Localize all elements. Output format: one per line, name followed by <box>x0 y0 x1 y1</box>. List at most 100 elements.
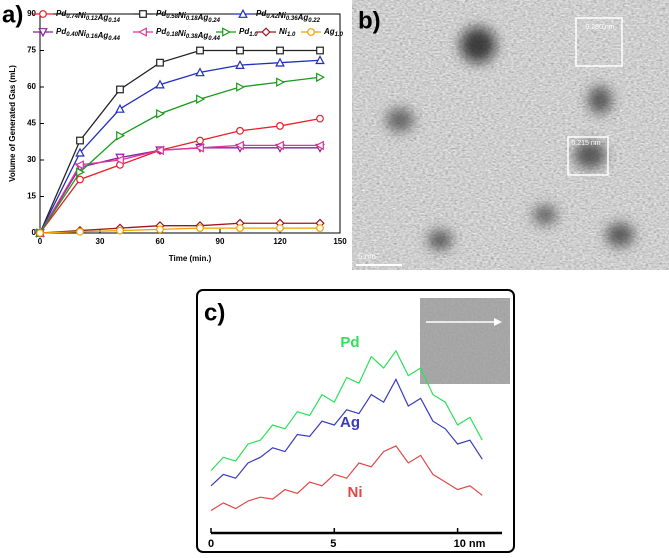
series-line <box>39 222 320 234</box>
spacing-box <box>575 17 623 67</box>
data-point <box>76 227 84 236</box>
data-point <box>75 147 85 157</box>
spacing-label: 0.280 nm <box>585 24 614 31</box>
x-tick-label: 60 <box>156 237 165 246</box>
data-point <box>316 72 326 83</box>
x-tick-label: 90 <box>216 237 225 246</box>
data-point <box>196 136 204 145</box>
data-point <box>76 175 84 184</box>
x-tick-label: 0 <box>38 237 43 246</box>
data-point <box>196 224 204 233</box>
series-label: Ni <box>348 484 363 501</box>
legend-label: Pd0.18Ni0.38Ag0.44 <box>156 27 221 41</box>
data-point <box>276 122 284 130</box>
data-point <box>314 140 324 151</box>
data-point <box>115 103 125 113</box>
series-line <box>210 378 483 487</box>
legend-label: Pd0.58Ni0.18Ag0.24 <box>156 9 221 23</box>
x-tick-label: 5 <box>330 538 336 550</box>
panel-label: b) <box>358 7 381 34</box>
series-line <box>39 76 321 234</box>
x-axis-title: Time (min.) <box>169 254 212 263</box>
scan-arrow-head <box>494 318 502 326</box>
legend-marker <box>307 28 315 36</box>
data-point <box>196 94 206 104</box>
inset-image-tint <box>420 298 510 384</box>
series-line <box>39 117 321 234</box>
data-point <box>316 114 324 123</box>
legend-label: Pd0.74Ni0.12Ag0.14 <box>56 9 121 23</box>
data-point <box>156 108 166 119</box>
data-point <box>234 140 244 151</box>
scale-bar-label: 5 nm <box>358 252 376 261</box>
x-tick-label: 120 <box>273 237 287 246</box>
data-point <box>116 226 124 235</box>
series-line <box>39 49 320 234</box>
legend-marker <box>238 8 248 18</box>
series-label: Ag <box>340 414 360 431</box>
series-line <box>210 445 483 512</box>
x-tick-label: 30 <box>96 237 105 246</box>
data-point <box>236 46 244 55</box>
data-point <box>236 82 246 92</box>
data-point <box>154 145 164 156</box>
data-point <box>156 225 164 234</box>
legend-marker <box>38 28 48 38</box>
series-line <box>39 147 320 234</box>
data-point <box>236 224 244 233</box>
y-tick-label: 45 <box>27 119 36 128</box>
data-point <box>76 136 84 145</box>
data-point <box>76 167 86 177</box>
data-point <box>316 46 324 55</box>
data-point <box>275 57 285 67</box>
x-tick-label: 10 nm <box>454 538 486 550</box>
x-tick-label: 150 <box>333 237 347 246</box>
data-point <box>156 58 164 67</box>
legend-label: Pd1.0 <box>239 27 258 37</box>
y-axis-title: Volume of Generated Gas (mL) <box>8 65 17 182</box>
data-point <box>276 224 284 233</box>
series-line <box>39 227 320 234</box>
data-point <box>194 143 204 153</box>
data-point <box>114 155 124 165</box>
data-point <box>116 85 124 94</box>
legend-label: Ni1.0 <box>279 27 296 37</box>
legend-label: Ag1.0 <box>323 27 344 37</box>
series-line <box>210 349 483 472</box>
data-point <box>236 126 244 135</box>
series-line <box>39 59 321 234</box>
data-point <box>315 55 325 65</box>
data-point <box>276 46 284 55</box>
y-tick-label: 30 <box>27 155 36 164</box>
data-point <box>274 140 284 151</box>
series-line <box>39 144 320 234</box>
legend-marker <box>39 10 47 18</box>
legend-marker <box>139 10 147 18</box>
y-tick-label: 0 <box>32 228 37 237</box>
spacing-box <box>567 136 609 176</box>
spacing-label: 0.215 nm <box>571 140 600 147</box>
data-point <box>116 130 126 141</box>
y-tick-label: 90 <box>27 9 36 18</box>
legend-marker <box>222 27 232 37</box>
legend-marker <box>261 27 271 37</box>
data-point <box>195 67 205 77</box>
y-tick-label: 60 <box>27 82 36 91</box>
panel-label: c) <box>204 299 225 326</box>
data-point <box>316 224 324 233</box>
legend-label: Pd0.42Ni0.36Ag0.22 <box>256 9 321 23</box>
legend-label: Pd0.40Ni0.16Ag0.44 <box>56 27 121 41</box>
data-point <box>155 79 165 89</box>
data-point <box>276 77 286 87</box>
data-point <box>196 46 204 55</box>
y-tick-label: 75 <box>27 46 36 55</box>
panel-label: a) <box>2 1 23 28</box>
x-tick-label: 0 <box>208 538 214 550</box>
data-point <box>74 160 84 170</box>
series-label: Pd <box>340 334 359 351</box>
legend-marker <box>137 27 147 37</box>
data-point <box>36 229 44 237</box>
y-tick-label: 15 <box>27 192 36 201</box>
data-point <box>235 60 245 69</box>
